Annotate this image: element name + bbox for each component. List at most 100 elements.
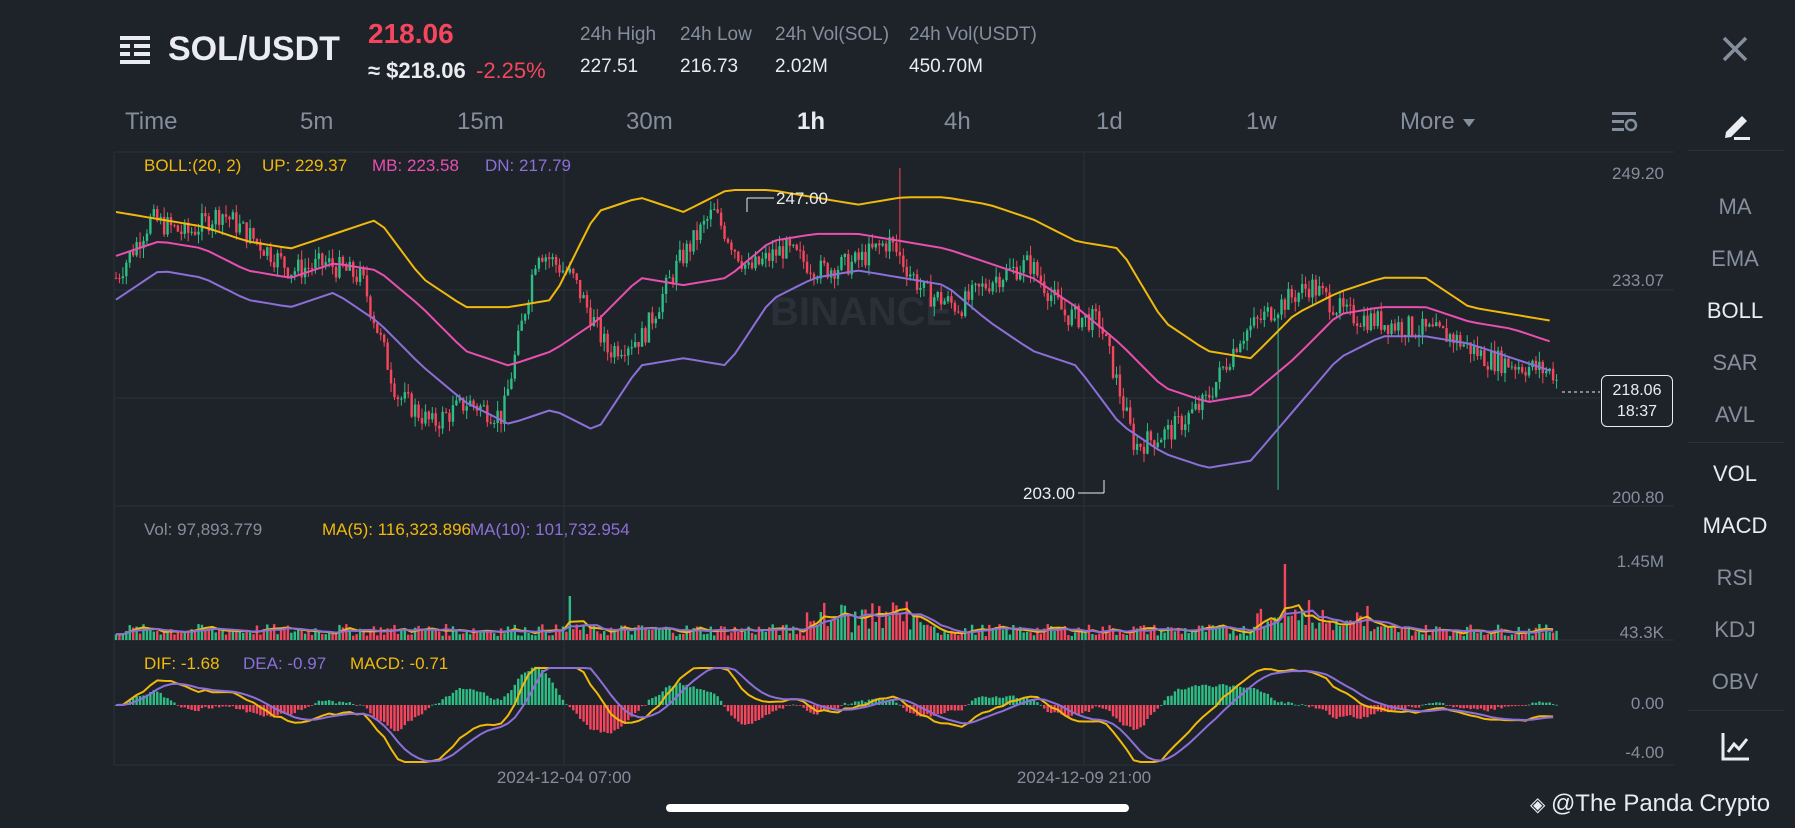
tab-more[interactable]: More: [1400, 108, 1475, 136]
indicator-kdj[interactable]: KDJ: [1714, 617, 1756, 642]
macd-bar: [816, 705, 819, 715]
candle-body: [853, 252, 857, 262]
indicator-vol[interactable]: VOL: [1712, 461, 1758, 486]
volume-bar: [1232, 630, 1235, 640]
volume-bar: [1469, 624, 1472, 640]
volume-bar: [1507, 635, 1510, 640]
candle-body: [1180, 416, 1184, 430]
volume-bar: [362, 628, 365, 640]
indicator-boll[interactable]: BOLL: [1706, 298, 1764, 323]
macd-bar: [1455, 705, 1459, 707]
candle-body: [750, 262, 754, 269]
candle-body: [1163, 429, 1166, 440]
volume-bar: [523, 627, 527, 640]
candle-body: [307, 267, 310, 269]
volume-bar: [950, 630, 953, 640]
volume-bar: [1204, 631, 1208, 640]
candle-body: [1245, 330, 1249, 341]
candle-body: [829, 270, 833, 278]
indicator-macd[interactable]: MACD: [1702, 513, 1768, 538]
macd-bar: [458, 687, 462, 705]
macd-bar: [479, 691, 482, 705]
indicator-ma[interactable]: MA: [1718, 194, 1752, 219]
tab-time[interactable]: Time: [125, 108, 178, 135]
tab-1d[interactable]: 1d: [1096, 108, 1123, 135]
indicator-avl[interactable]: AVL: [1715, 402, 1755, 427]
candle-body: [369, 296, 372, 316]
volume-bar: [840, 604, 843, 640]
boll-middle-band: [115, 232, 1551, 403]
macd-bar: [431, 704, 434, 706]
macd-bar: [609, 705, 613, 734]
macd-bar: [640, 705, 644, 707]
candle-body: [1263, 311, 1266, 320]
stat-24h-high-label: 24h High: [580, 24, 657, 45]
indicator-rsi[interactable]: RSI: [1716, 565, 1754, 590]
candle-body: [1139, 443, 1142, 447]
chart-type-icon[interactable]: [1720, 730, 1752, 762]
tab-30m[interactable]: 30m: [626, 108, 673, 135]
macd-bar: [1245, 687, 1249, 705]
volume-bar: [633, 627, 637, 640]
volume-bar: [888, 616, 891, 640]
macd-bar: [389, 705, 393, 729]
candle-body: [413, 404, 417, 417]
tab-1w[interactable]: 1w: [1246, 108, 1277, 135]
macd-bar: [685, 684, 688, 705]
macd-bar: [444, 696, 448, 705]
indicator-ema[interactable]: EMA: [1711, 246, 1759, 271]
volume-bar: [1139, 626, 1142, 640]
tab-5m[interactable]: 5m: [300, 108, 334, 135]
tab-1h[interactable]: 1h: [797, 108, 826, 135]
menu-icon[interactable]: [120, 34, 154, 66]
close-icon[interactable]: [1720, 34, 1750, 64]
candle-body: [259, 241, 262, 251]
macd-bar: [238, 705, 241, 710]
volume-bar: [1421, 634, 1424, 640]
chart-settings-icon[interactable]: [1610, 110, 1640, 136]
macd-bar: [1520, 705, 1524, 706]
macd-bar: [338, 701, 341, 705]
volume-bar: [1335, 619, 1338, 640]
macd-bar: [214, 705, 217, 707]
macd-bar: [1163, 700, 1166, 705]
macd-bar: [180, 705, 183, 708]
candle-body: [709, 209, 712, 220]
macd-bar: [840, 705, 843, 706]
volume-bar: [396, 633, 400, 640]
candle-body: [716, 209, 719, 213]
macd-bar: [568, 705, 572, 708]
trading-pair[interactable]: SOL/USDT: [168, 30, 340, 68]
candle-body: [771, 249, 774, 261]
candle-body: [1328, 292, 1331, 313]
candle-body: [850, 261, 853, 275]
candle-body: [1345, 304, 1349, 307]
candle-body: [757, 256, 761, 265]
draw-tool-icon[interactable]: [1720, 110, 1754, 142]
macd-bar: [1022, 697, 1025, 705]
macd-bar: [228, 705, 231, 707]
candle-body: [444, 411, 448, 413]
macd-bar: [926, 705, 929, 715]
tab-4h[interactable]: 4h: [944, 108, 971, 135]
candle-body: [362, 267, 365, 276]
volume-bar: [1452, 629, 1455, 640]
volume-bar: [272, 624, 276, 640]
macd-bar: [1465, 705, 1469, 708]
volume-bar: [620, 625, 623, 640]
indicator-obv[interactable]: OBV: [1711, 669, 1759, 694]
indicator-sar[interactable]: SAR: [1712, 350, 1758, 375]
tab-15m[interactable]: 15m: [457, 108, 504, 135]
macd-bar: [1397, 705, 1400, 709]
header-bar: SOL/USDT 218.06 ≈ $218.06 -2.25% 24h Hig…: [0, 0, 1795, 100]
macd-bar: [599, 705, 602, 733]
macd-bar: [565, 704, 568, 706]
volume-bar: [468, 634, 472, 640]
macd-bar: [713, 693, 716, 705]
volume-bar: [606, 635, 609, 640]
volume-bar: [1101, 626, 1104, 640]
volume-bar: [427, 626, 431, 640]
candle-body: [671, 277, 675, 283]
candle-body: [1232, 348, 1235, 368]
